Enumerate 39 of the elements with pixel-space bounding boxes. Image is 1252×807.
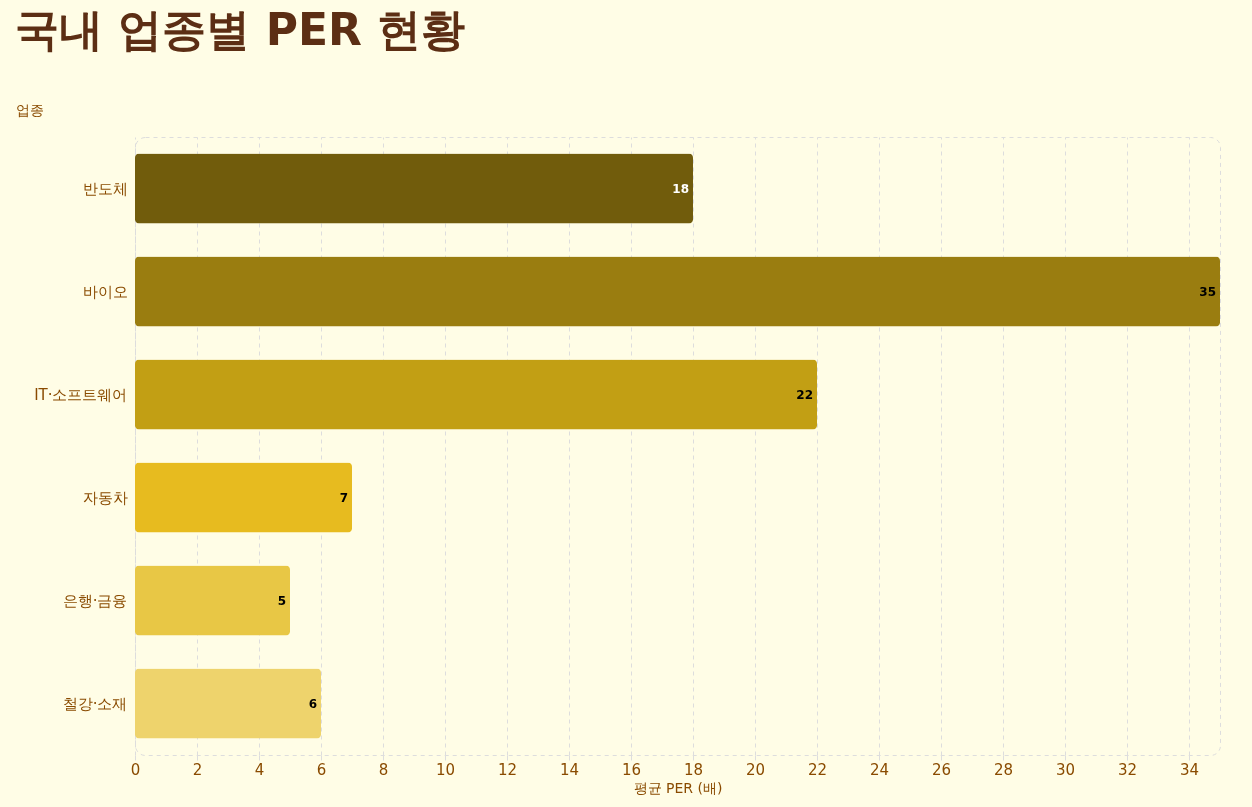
bar bbox=[135, 256, 1220, 327]
data-label: 5 bbox=[277, 593, 286, 608]
bar bbox=[135, 153, 693, 224]
data-label: 7 bbox=[339, 490, 348, 505]
y-tick-label: IT·소프트웨어 bbox=[34, 385, 128, 404]
x-tick-label: 28 bbox=[993, 760, 1014, 779]
x-tick-label: 0 bbox=[130, 760, 141, 779]
chart-title: 국내 업종별 PER 현황 bbox=[15, 4, 466, 55]
x-tick-label: 30 bbox=[1055, 760, 1076, 779]
y-tick-label: 철강·소재 bbox=[62, 694, 128, 713]
y-tick-label: 바이오 bbox=[82, 282, 128, 301]
data-label: 35 bbox=[1199, 284, 1216, 299]
data-label: 18 bbox=[672, 181, 689, 196]
x-tick-label: 6 bbox=[316, 760, 327, 779]
bar bbox=[135, 462, 352, 533]
bar bbox=[135, 565, 290, 636]
x-tick-label: 34 bbox=[1179, 760, 1200, 779]
x-tick-label: 4 bbox=[254, 760, 265, 779]
y-tick-label: 자동차 bbox=[82, 488, 128, 507]
x-tick-label: 22 bbox=[807, 760, 828, 779]
x-tick-label: 16 bbox=[621, 760, 642, 779]
x-tick-label: 14 bbox=[559, 760, 580, 779]
y-axis-title: 업종 bbox=[15, 101, 44, 118]
x-tick-label: 2 bbox=[192, 760, 203, 779]
x-axis-title: 평균 PER (배) bbox=[633, 779, 723, 796]
bar bbox=[135, 668, 321, 739]
x-tick-label: 32 bbox=[1117, 760, 1138, 779]
x-tick-label: 10 bbox=[435, 760, 456, 779]
bar bbox=[135, 359, 817, 430]
data-label: 22 bbox=[796, 387, 813, 402]
x-tick-label: 26 bbox=[931, 760, 952, 779]
data-label: 6 bbox=[308, 696, 317, 711]
y-tick-label: 은행·금융 bbox=[62, 591, 128, 610]
x-tick-label: 20 bbox=[745, 760, 766, 779]
x-tick-label: 8 bbox=[378, 760, 389, 779]
x-tick-label: 24 bbox=[869, 760, 890, 779]
y-tick-label: 반도체 bbox=[82, 179, 128, 198]
x-tick-label: 18 bbox=[683, 760, 704, 779]
x-tick-label: 12 bbox=[497, 760, 518, 779]
